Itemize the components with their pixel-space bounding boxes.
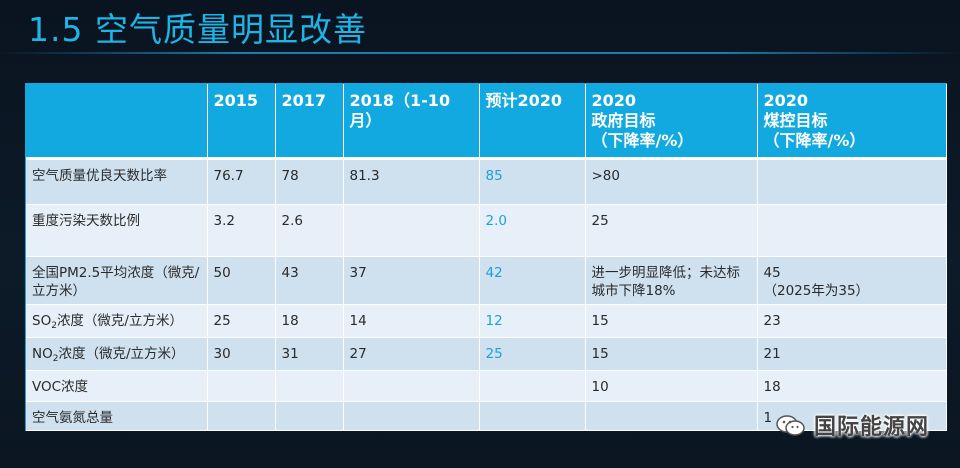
cell-v2017: 78 (275, 158, 344, 205)
cell-proj: 2.0 (479, 204, 586, 257)
row-label-subscript: 2 (52, 353, 59, 364)
page-title: 1.5 空气质量明显改善 (28, 10, 367, 49)
header-cell-2018: 2018（1-10月） (343, 84, 480, 160)
cell-gov: 10 (585, 370, 758, 402)
cell-gov: 15 (585, 304, 758, 338)
cell-v2015: 50 (207, 256, 276, 305)
cell-v2018 (343, 204, 480, 257)
cell-coal: 45 （2025年为35） (757, 256, 947, 305)
cell-v2015: 3.2 (207, 204, 276, 257)
row-label: 全国PM2.5平均浓度（微克/立方米） (26, 256, 208, 305)
cell-proj: 85 (479, 158, 586, 205)
cell-v2018 (343, 370, 480, 402)
row-label-text: 重度污染天数比例 (32, 212, 140, 229)
row-label-text: NO (32, 345, 53, 362)
air-quality-table: 2015 2017 2018（1-10月） 预计2020 2020 政府目标 （… (26, 84, 947, 431)
cell-v2015: 76.7 (207, 158, 276, 205)
cell-coal (757, 158, 947, 205)
header-cell-blank (26, 84, 208, 160)
cell-proj: 42 (479, 256, 586, 305)
cell-v2017: 2.6 (275, 204, 344, 257)
cell-v2018: 37 (343, 256, 480, 305)
table-row: NO2浓度（微克/立方米） 30 31 27 25 15 21 (26, 337, 947, 371)
cell-v2017: 18 (275, 304, 344, 338)
row-label: VOC浓度 (26, 370, 208, 402)
table-row: 重度污染天数比例 3.2 2.6 2.0 25 (26, 204, 947, 257)
cell-v2017: 31 (275, 337, 344, 371)
table-row: 全国PM2.5平均浓度（微克/立方米） 50 43 37 42 进一步明显降低；未达标城市… (26, 256, 947, 305)
row-label: 空气质量优良天数比率 (26, 158, 208, 205)
row-label: SO2浓度（微克/立方米） (26, 304, 208, 338)
header-cell-coal-target: 2020 煤控目标 （下降率/%） (757, 84, 947, 160)
table-header-row: 2015 2017 2018（1-10月） 预计2020 2020 政府目标 （… (26, 84, 947, 160)
cell-v2017 (275, 370, 344, 402)
row-label: 重度污染天数比例 (26, 204, 208, 257)
header-cell-gov-target: 2020 政府目标 （下降率/%） (585, 84, 758, 160)
cell-coal: 23 (757, 304, 947, 338)
table-row: VOC浓度 10 18 (26, 370, 947, 402)
cell-v2018: 81.3 (343, 158, 480, 205)
table-row: SO2浓度（微克/立方米） 25 18 14 12 15 23 (26, 304, 947, 338)
cell-coal: 21 (757, 337, 947, 371)
row-label-text: 全国PM2.5平均浓度（微克/立方米） (32, 264, 200, 299)
watermark: 国际能源网 (776, 410, 929, 440)
cell-gov: 进一步明显降低；未达标城市下降18% (585, 256, 758, 305)
header-cell-2017: 2017 (275, 84, 344, 160)
header-cell-2015: 2015 (207, 84, 276, 160)
cell-proj (479, 401, 586, 431)
row-label-text: 空气质量优良天数比率 (32, 167, 167, 184)
cell-v2015 (207, 401, 276, 431)
row-label-text: VOC浓度 (32, 378, 89, 395)
cell-proj: 25 (479, 337, 586, 371)
cell-v2018: 14 (343, 304, 480, 338)
row-label: 空气氨氮总量 (26, 401, 208, 431)
title-divider (0, 52, 960, 54)
row-label-subscript: 2 (51, 320, 57, 331)
cell-gov: >80 (585, 158, 758, 205)
cell-v2015 (207, 370, 276, 402)
cell-v2017 (275, 401, 344, 431)
cell-coal (757, 204, 947, 257)
cell-coal: 18 (757, 370, 947, 402)
row-label-tail: 浓度（微克/立方米） (56, 312, 183, 329)
cell-v2018 (343, 401, 480, 431)
cell-v2015: 30 (207, 337, 276, 371)
row-label: NO2浓度（微克/立方米） (26, 337, 208, 371)
row-label-text: 空气氨氮总量 (32, 409, 113, 426)
cell-gov: 15 (585, 337, 758, 371)
row-label-text: SO (32, 312, 52, 329)
cell-v2018: 27 (343, 337, 480, 371)
header-cell-projected-2020: 预计2020 (479, 84, 586, 160)
air-quality-table-container: 2015 2017 2018（1-10月） 预计2020 2020 政府目标 （… (26, 84, 947, 431)
cell-gov: 25 (585, 204, 758, 257)
cell-v2017: 43 (275, 256, 344, 305)
cell-proj: 12 (479, 304, 586, 338)
cell-proj (479, 370, 586, 402)
cell-gov (585, 401, 758, 431)
cell-v2015: 25 (207, 304, 276, 338)
row-label-tail: 浓度（微克/立方米） (58, 345, 185, 362)
watermark-text: 国际能源网 (814, 415, 930, 440)
wechat-icon (776, 414, 806, 436)
table-row: 空气质量优良天数比率 76.7 78 81.3 85 >80 (26, 158, 947, 205)
